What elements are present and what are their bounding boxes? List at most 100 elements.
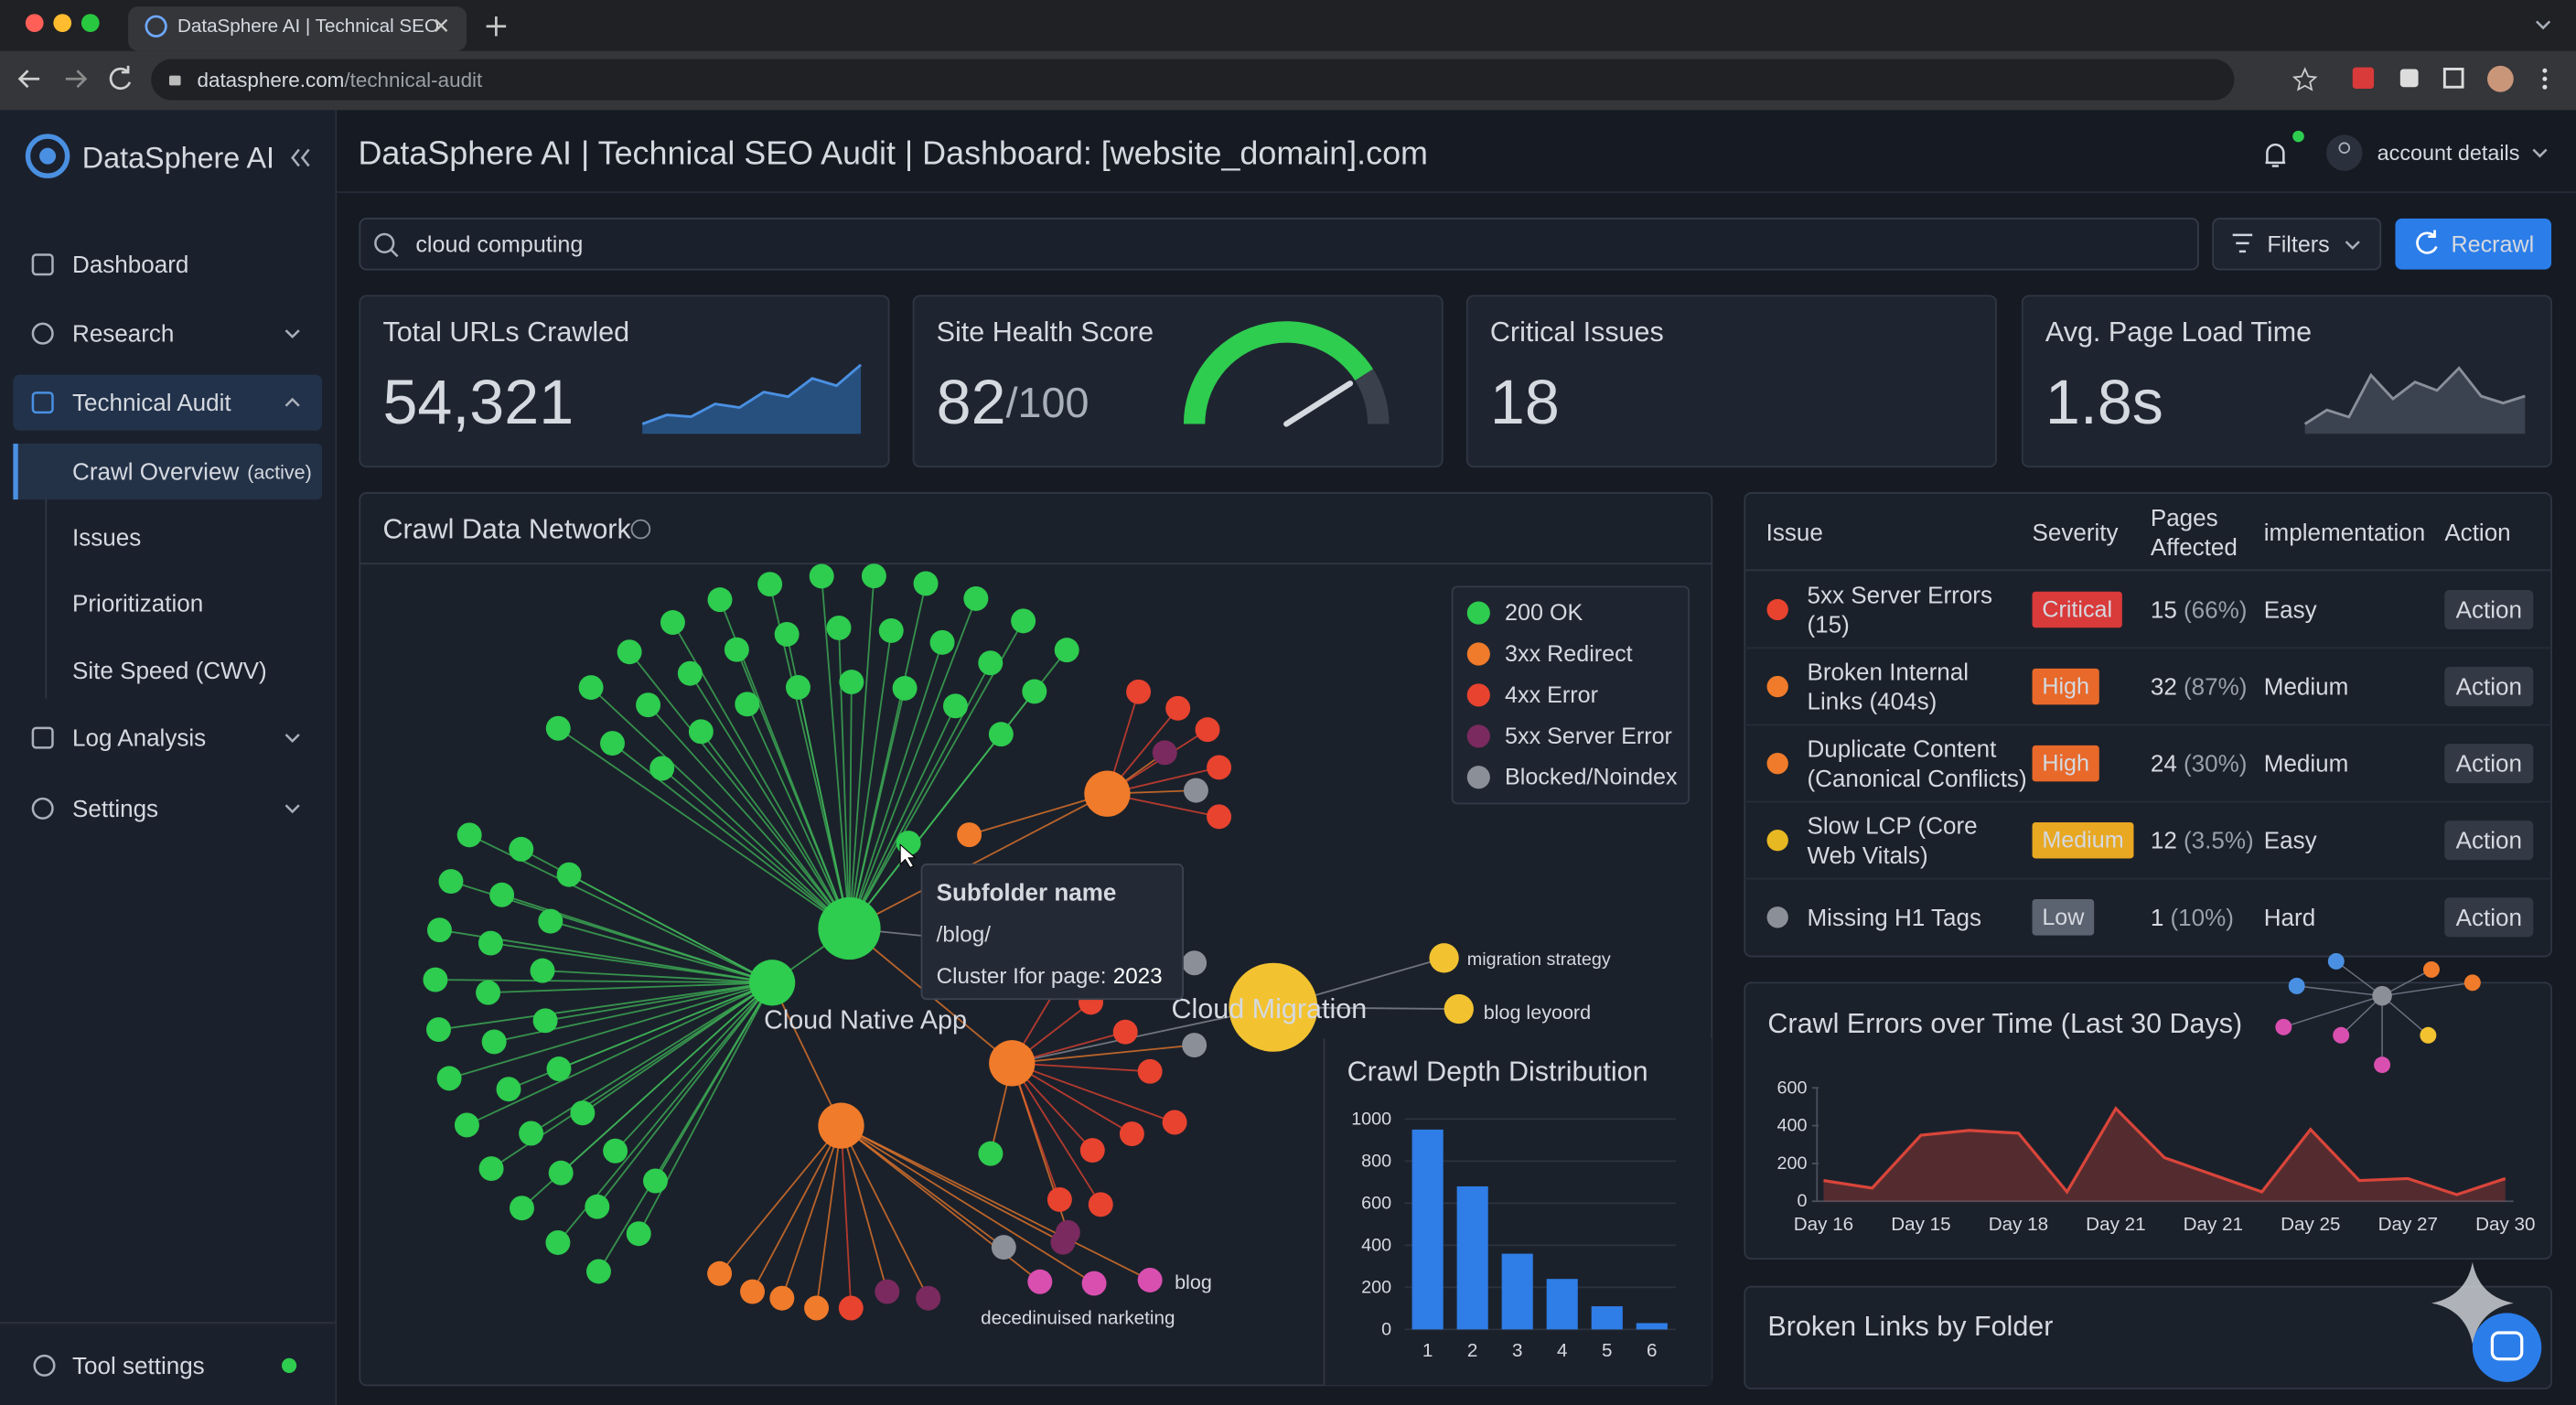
- network-node[interactable]: [510, 1196, 534, 1221]
- network-node[interactable]: [478, 930, 503, 956]
- network-node[interactable]: [839, 670, 864, 695]
- network-node[interactable]: [426, 1017, 451, 1043]
- network-node[interactable]: [942, 693, 968, 719]
- network-node[interactable]: [804, 1295, 830, 1321]
- network-node[interactable]: [1444, 993, 1474, 1024]
- network-node[interactable]: [786, 674, 810, 700]
- window-button[interactable]: [53, 14, 72, 33]
- tab-close[interactable]: [435, 18, 448, 32]
- network-node[interactable]: [436, 1066, 462, 1091]
- network-node[interactable]: [1088, 1192, 1113, 1217]
- action-button[interactable]: [2444, 897, 2534, 938]
- network-node[interactable]: [818, 896, 881, 960]
- network-node[interactable]: [1182, 1033, 1208, 1058]
- network-node[interactable]: [757, 572, 783, 597]
- network-node[interactable]: [438, 869, 464, 895]
- network-node[interactable]: [1137, 1058, 1163, 1084]
- network-node[interactable]: [735, 692, 760, 717]
- search-box[interactable]: [359, 218, 2199, 271]
- network-node[interactable]: [600, 731, 625, 756]
- network-node[interactable]: [426, 917, 452, 943]
- network-node[interactable]: [1126, 679, 1152, 704]
- network-node[interactable]: [556, 862, 582, 887]
- network-node[interactable]: [578, 675, 604, 701]
- new-tab[interactable]: [486, 16, 507, 37]
- network-node[interactable]: [454, 1112, 479, 1138]
- network-node[interactable]: [423, 967, 448, 992]
- network-node[interactable]: [585, 1259, 611, 1284]
- network-node[interactable]: [1054, 638, 1079, 663]
- network-node[interactable]: [1011, 608, 1036, 634]
- network-node[interactable]: [861, 563, 886, 589]
- network-node[interactable]: [1046, 1186, 1072, 1212]
- network-node[interactable]: [1195, 717, 1220, 743]
- network-node[interactable]: [660, 610, 685, 635]
- network-node[interactable]: [1182, 950, 1208, 976]
- network-node[interactable]: [585, 1194, 610, 1219]
- network-node[interactable]: [519, 1121, 544, 1146]
- network-node[interactable]: [818, 1102, 864, 1149]
- address-bar[interactable]: [151, 59, 2235, 101]
- network-node[interactable]: [530, 958, 555, 983]
- action-button[interactable]: [2444, 667, 2534, 707]
- network-node[interactable]: [545, 715, 571, 741]
- action-button[interactable]: [2444, 820, 2534, 861]
- network-node[interactable]: [875, 1279, 900, 1304]
- network-node[interactable]: [481, 1029, 507, 1055]
- network-node[interactable]: [988, 722, 1014, 747]
- network-node[interactable]: [774, 621, 800, 647]
- network-node[interactable]: [978, 650, 1004, 676]
- browser-tab[interactable]: [128, 6, 467, 51]
- bell-icon[interactable]: [2265, 143, 2286, 167]
- network-node[interactable]: [649, 756, 675, 781]
- extension-icon[interactable]: [2352, 67, 2375, 90]
- subnav-item[interactable]: Issues: [72, 523, 141, 551]
- network-node[interactable]: [1079, 1138, 1105, 1164]
- network-node[interactable]: [570, 1100, 596, 1126]
- network-node[interactable]: [643, 1168, 668, 1194]
- network-node[interactable]: [1183, 778, 1208, 803]
- action-button[interactable]: [2444, 744, 2534, 784]
- network-node[interactable]: [509, 836, 534, 862]
- network-node[interactable]: [545, 1230, 571, 1255]
- network-node[interactable]: [963, 585, 989, 611]
- network-node[interactable]: [1429, 943, 1459, 973]
- network-node[interactable]: [1207, 804, 1232, 830]
- network-node[interactable]: [626, 1221, 651, 1247]
- network-node[interactable]: [957, 822, 982, 848]
- network-node[interactable]: [1050, 1229, 1076, 1255]
- network-node[interactable]: [1229, 962, 1318, 1052]
- network-node[interactable]: [532, 1008, 558, 1034]
- network-node[interactable]: [989, 1040, 1036, 1087]
- network-node[interactable]: [538, 908, 564, 934]
- network-node[interactable]: [892, 675, 918, 701]
- network-node[interactable]: [1081, 1271, 1107, 1296]
- network-node[interactable]: [809, 563, 834, 589]
- network-node[interactable]: [1112, 1019, 1138, 1045]
- network-node[interactable]: [838, 1295, 864, 1321]
- network-node[interactable]: [1022, 679, 1047, 704]
- collapse-button[interactable]: [291, 148, 310, 167]
- network-node[interactable]: [1137, 1267, 1163, 1292]
- network-node[interactable]: [740, 1279, 765, 1304]
- network-node[interactable]: [913, 571, 939, 596]
- network-node[interactable]: [546, 1056, 572, 1081]
- profile-avatar[interactable]: [2487, 65, 2514, 92]
- network-node[interactable]: [748, 960, 796, 1006]
- network-node[interactable]: [724, 637, 749, 662]
- network-node[interactable]: [826, 615, 852, 640]
- window-button[interactable]: [25, 14, 44, 33]
- network-node[interactable]: [1207, 755, 1232, 780]
- forward-button[interactable]: [65, 70, 88, 89]
- network-node[interactable]: [929, 629, 955, 655]
- network-node[interactable]: [688, 719, 714, 745]
- network-node[interactable]: [1027, 1269, 1053, 1294]
- network-node[interactable]: [916, 1285, 941, 1311]
- network-node[interactable]: [1119, 1121, 1144, 1147]
- network-node[interactable]: [489, 882, 515, 907]
- network-node[interactable]: [456, 822, 482, 848]
- subnav-item[interactable]: Crawl Overview (active): [72, 458, 312, 486]
- network-node[interactable]: [1162, 1110, 1187, 1135]
- network-node[interactable]: [1084, 770, 1131, 817]
- network-node[interactable]: [707, 1260, 733, 1286]
